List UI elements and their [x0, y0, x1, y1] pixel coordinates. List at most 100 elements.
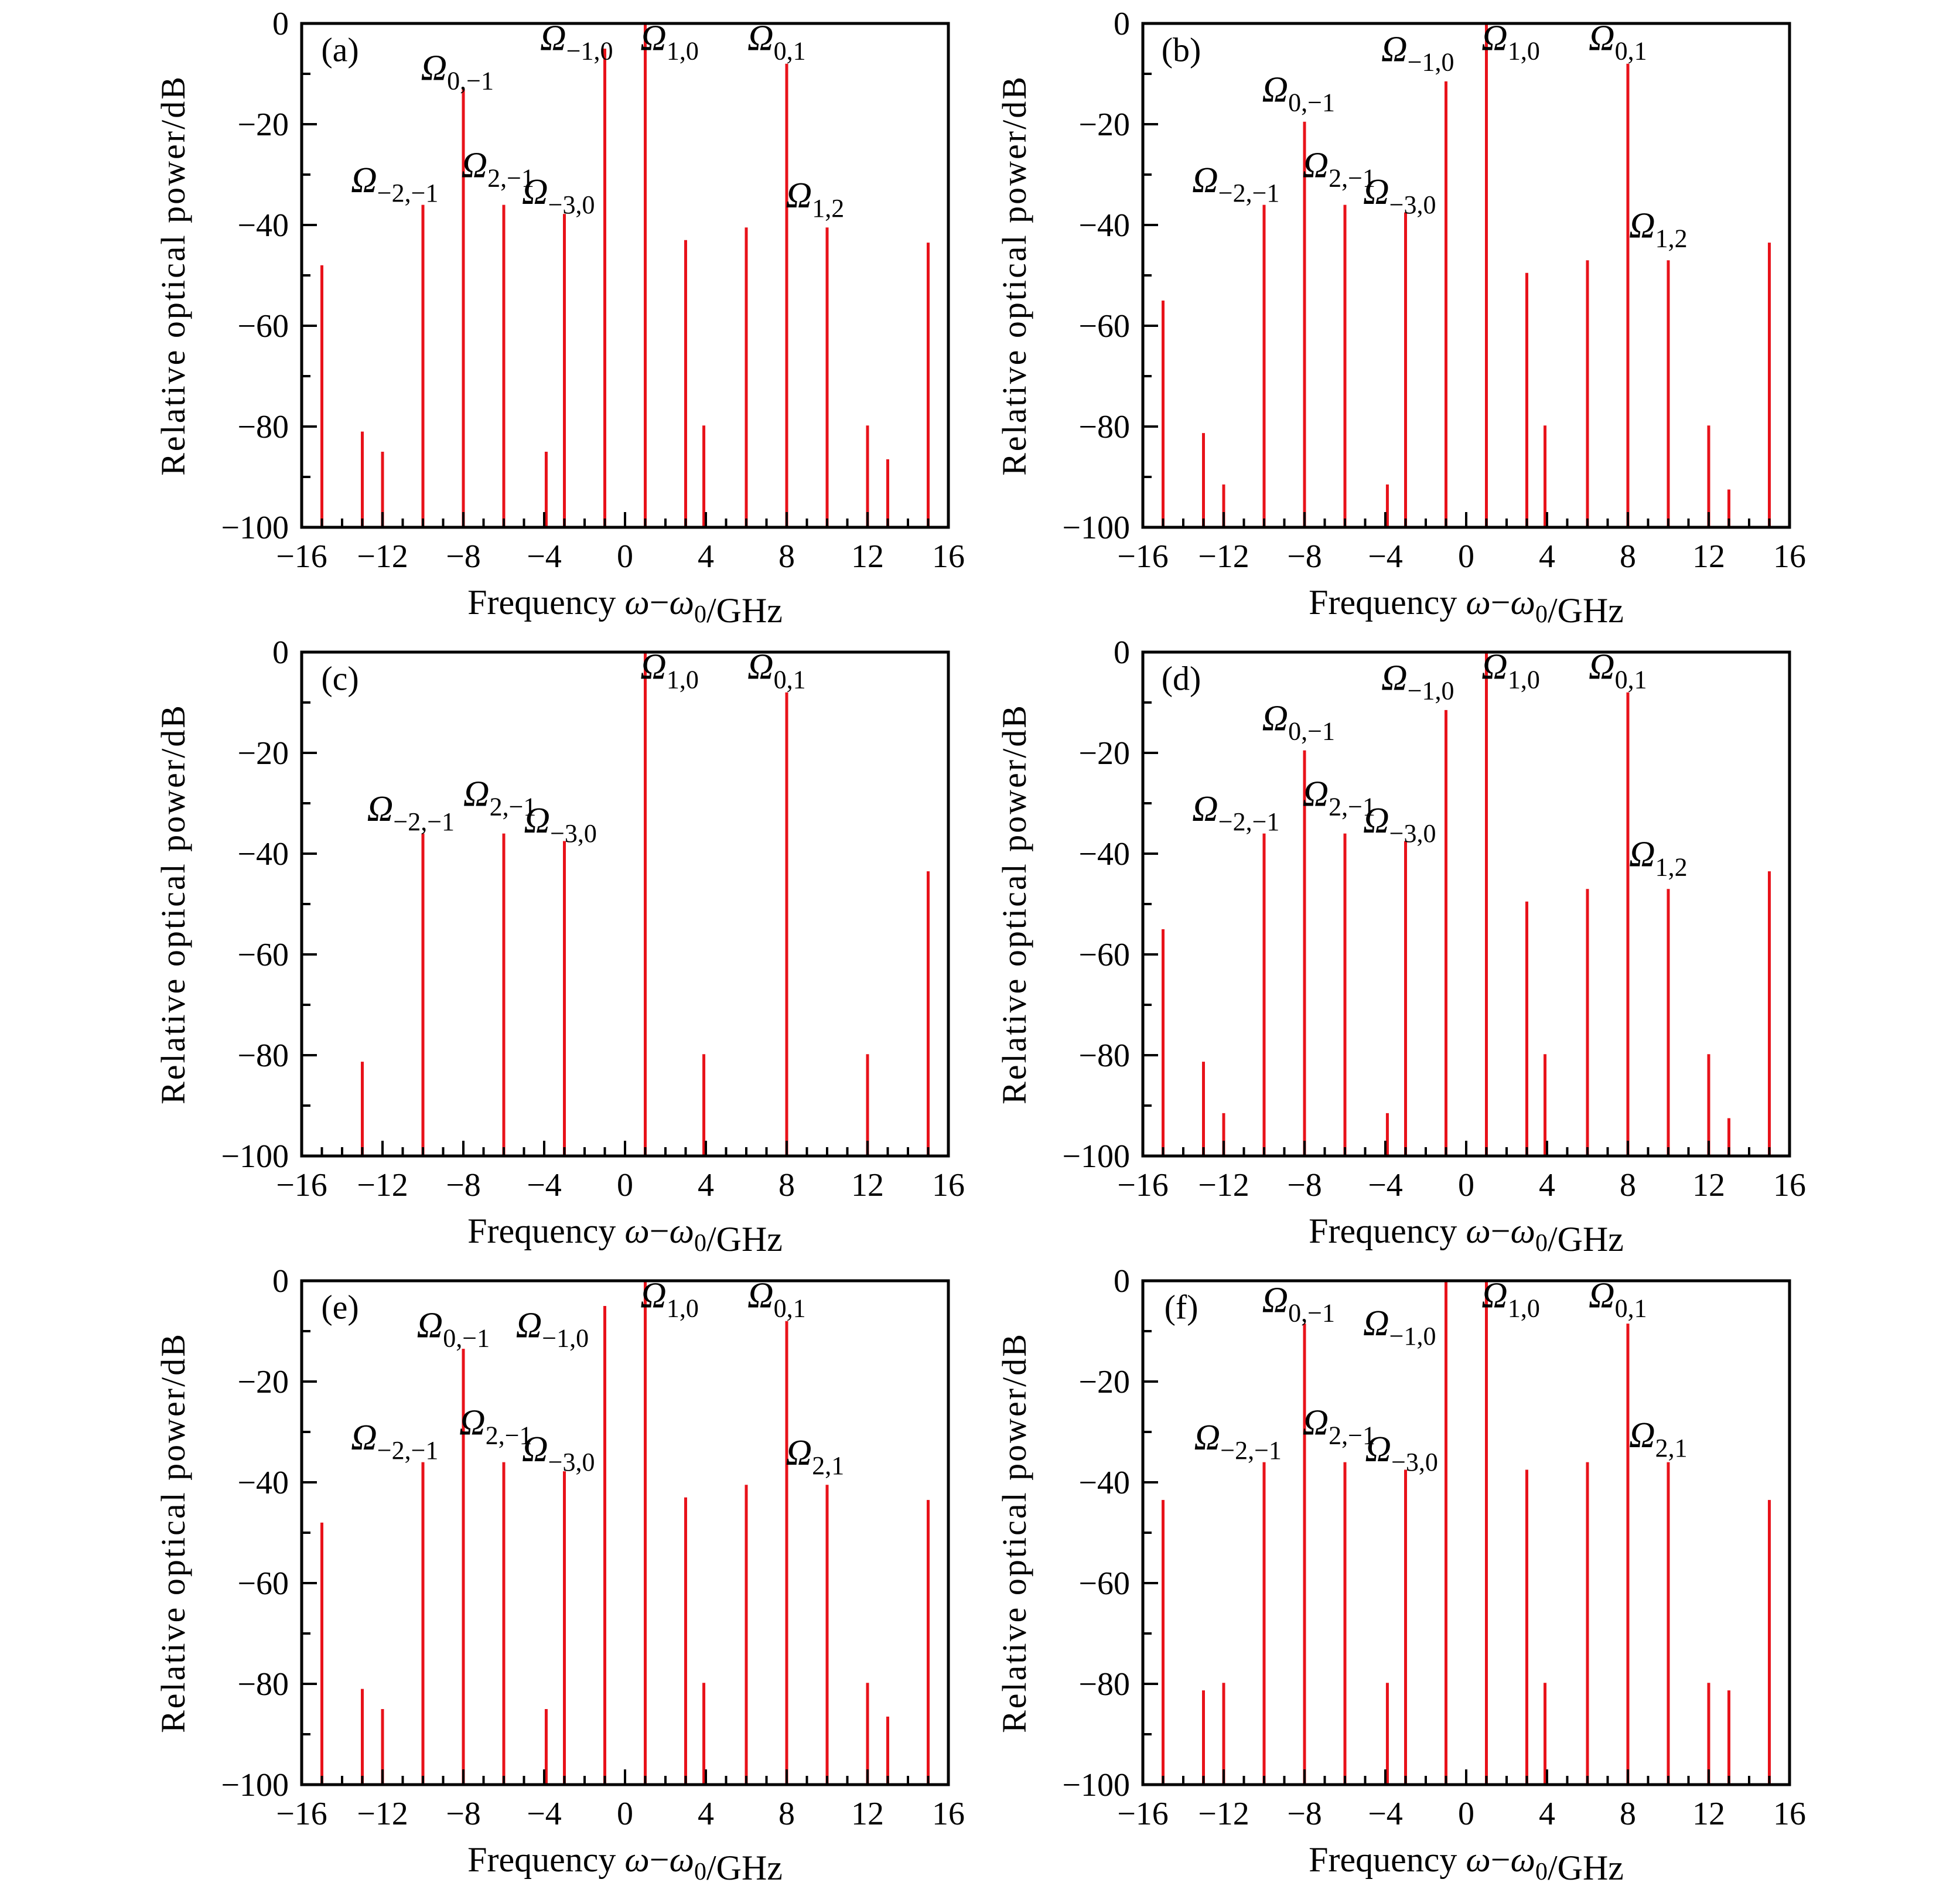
x-axis-title: Frequency ω−ω0/GHz — [467, 1840, 783, 1886]
x-tick-label: 8 — [1620, 538, 1636, 575]
spectrum-chart-b: −16 −12 −8 −4 0 4 8 12 160−20−40−60−80−100Freque… — [980, 0, 1960, 629]
annotation-label: Ω1,0 — [640, 647, 699, 694]
x-tick-label: −8 — [446, 538, 481, 575]
panel-letter: (b) — [1162, 31, 1201, 69]
annotation-label: Ω0,1 — [1589, 1276, 1647, 1323]
plot-box — [1141, 650, 1791, 1158]
annotation-label: Ω−3,0 — [522, 1430, 595, 1476]
panel-background — [0, 0, 980, 629]
plot-box — [1141, 1279, 1791, 1786]
x-tick-label: 4 — [1539, 538, 1555, 575]
x-tick-label: 8 — [778, 1167, 795, 1203]
annotation-label: Ω0,−1 — [1262, 70, 1335, 117]
x-tick-label: 8 — [1620, 1796, 1636, 1832]
x-tick-label: 0 — [1458, 1796, 1474, 1832]
annotation-label: Ω2,1 — [1629, 1416, 1688, 1462]
x-tick-label: −4 — [527, 538, 562, 575]
annotation-label: Ω−1,0 — [1381, 30, 1454, 77]
y-tick-label: −40 — [1078, 836, 1130, 872]
annotation-label: Ω−3,0 — [1363, 801, 1436, 848]
annotation-label: Ω−1,0 — [515, 1305, 589, 1352]
x-tick-label: 16 — [932, 1796, 965, 1832]
x-tick-label: −16 — [1117, 1796, 1169, 1832]
y-tick-label: −20 — [237, 107, 289, 143]
spectrum-chart-f: −16 −12 −8 −4 0 4 8 12 160−20−40−60−80−100Freque… — [980, 1257, 1960, 1886]
annotation-label: Ω−3,0 — [1363, 172, 1436, 219]
panel-letter: (a) — [321, 31, 358, 69]
annotation-label: Ω0,−1 — [421, 48, 494, 95]
x-tick-label: 0 — [617, 1796, 633, 1832]
x-tick-label: −16 — [276, 1796, 327, 1832]
annotation-label: Ω0,−1 — [1262, 1280, 1335, 1327]
annotation-label: Ω0,−1 — [416, 1305, 490, 1352]
y-tick-label: −20 — [237, 1364, 289, 1400]
x-tick-label: −4 — [527, 1167, 562, 1203]
x-tick-label: 4 — [698, 1167, 714, 1203]
x-tick-label: −4 — [1368, 1167, 1403, 1203]
x-tick-label: 4 — [1539, 1167, 1555, 1203]
y-tick-label: −60 — [1078, 308, 1130, 345]
annotation-label: Ω1,0 — [1481, 1276, 1540, 1323]
x-tick-label: −16 — [276, 1167, 327, 1203]
x-tick-label: 16 — [1773, 1167, 1806, 1203]
y-tick-label: −60 — [237, 937, 289, 973]
annotation-label: Ω2,−1 — [1302, 145, 1375, 192]
x-tick-label: 4 — [1539, 1796, 1555, 1832]
x-tick-label: −4 — [527, 1796, 562, 1832]
annotation-label: Ω−2,−1 — [351, 161, 438, 207]
annotation-label: Ω0,1 — [747, 1276, 806, 1323]
x-tick-label: 8 — [1620, 1167, 1636, 1203]
y-axis-title: Relative optical power/dB — [995, 704, 1033, 1104]
x-tick-label: 16 — [1773, 538, 1806, 575]
annotation-label: Ω1,0 — [1481, 647, 1540, 694]
annotation-label: Ω2,−1 — [1302, 774, 1375, 821]
spectrum-panel-f: −16 −12 −8 −4 0 4 8 12 16 0 −20 −40 −60 −80 −100 Freque… — [980, 1257, 1960, 1886]
y-tick-label: 0 — [272, 635, 289, 671]
spectrum-panel-a: −16 −12 −8 −4 0 4 8 12 16 0 −20 −40 −60 −80 −100 Freque… — [0, 0, 980, 629]
plot-box — [1141, 22, 1791, 529]
spectrum-panel-e: −16 −12 −8 −4 0 4 8 12 16 0 −20 −40 −60 −80 −100 Freque… — [0, 1257, 980, 1886]
annotation-label: Ω1,2 — [786, 176, 844, 223]
y-axis-title: Relative optical power/dB — [154, 1332, 192, 1733]
x-tick-label: 12 — [1692, 1167, 1725, 1203]
annotation-label: Ω−3,0 — [1365, 1430, 1438, 1476]
y-tick-label: −60 — [1078, 937, 1130, 973]
annotation-label: Ω1,0 — [640, 1276, 699, 1323]
x-axis-title: Frequency ω−ω0/GHz — [1309, 583, 1624, 629]
annotation-label: Ω0,1 — [747, 19, 806, 66]
x-tick-label: 0 — [617, 1167, 633, 1203]
panel-background — [0, 629, 980, 1257]
y-axis-title: Relative optical power/dB — [154, 75, 192, 476]
annotation-label: Ω1,0 — [1481, 19, 1540, 66]
x-axis-title: Frequency ω−ω0/GHz — [467, 583, 783, 629]
annotation-label: Ω2,−1 — [463, 774, 537, 821]
x-tick-label: −12 — [1198, 1796, 1249, 1832]
y-tick-label: 0 — [1114, 635, 1130, 671]
panel-letter: (d) — [1162, 660, 1201, 698]
x-tick-label: −12 — [357, 538, 408, 575]
spectrum-panel-d: −16 −12 −8 −4 0 4 8 12 16 0 −20 −40 −60 −80 −100 Freque… — [980, 629, 1960, 1257]
x-tick-label: 4 — [698, 538, 714, 575]
spectrum-chart-a: −16 −12 −8 −4 0 4 8 12 160−20−40−60−80−100Freque… — [0, 0, 980, 629]
plot-box — [300, 1279, 950, 1786]
y-tick-label: −80 — [237, 1666, 289, 1703]
y-axis-title: Relative optical power/dB — [995, 75, 1033, 476]
x-tick-label: 12 — [851, 1167, 884, 1203]
panel-background — [0, 1257, 980, 1886]
y-tick-label: −80 — [1078, 409, 1130, 445]
y-tick-label: −40 — [1078, 207, 1130, 244]
y-tick-label: −60 — [237, 1566, 289, 1602]
x-axis-title: Frequency ω−ω0/GHz — [1309, 1840, 1624, 1886]
x-tick-label: 12 — [1692, 538, 1725, 575]
y-tick-label: −60 — [237, 308, 289, 345]
x-tick-label: −16 — [1117, 1167, 1169, 1203]
y-tick-label: 0 — [1114, 6, 1130, 42]
x-tick-label: −4 — [1368, 1796, 1403, 1832]
y-tick-label: −20 — [1078, 735, 1130, 772]
y-tick-label: −40 — [237, 207, 289, 244]
y-tick-label: 0 — [272, 6, 289, 42]
annotation-label: Ω2,−1 — [461, 145, 534, 192]
y-tick-label: −20 — [1078, 1364, 1130, 1400]
x-axis-title: Frequency ω−ω0/GHz — [467, 1212, 783, 1257]
